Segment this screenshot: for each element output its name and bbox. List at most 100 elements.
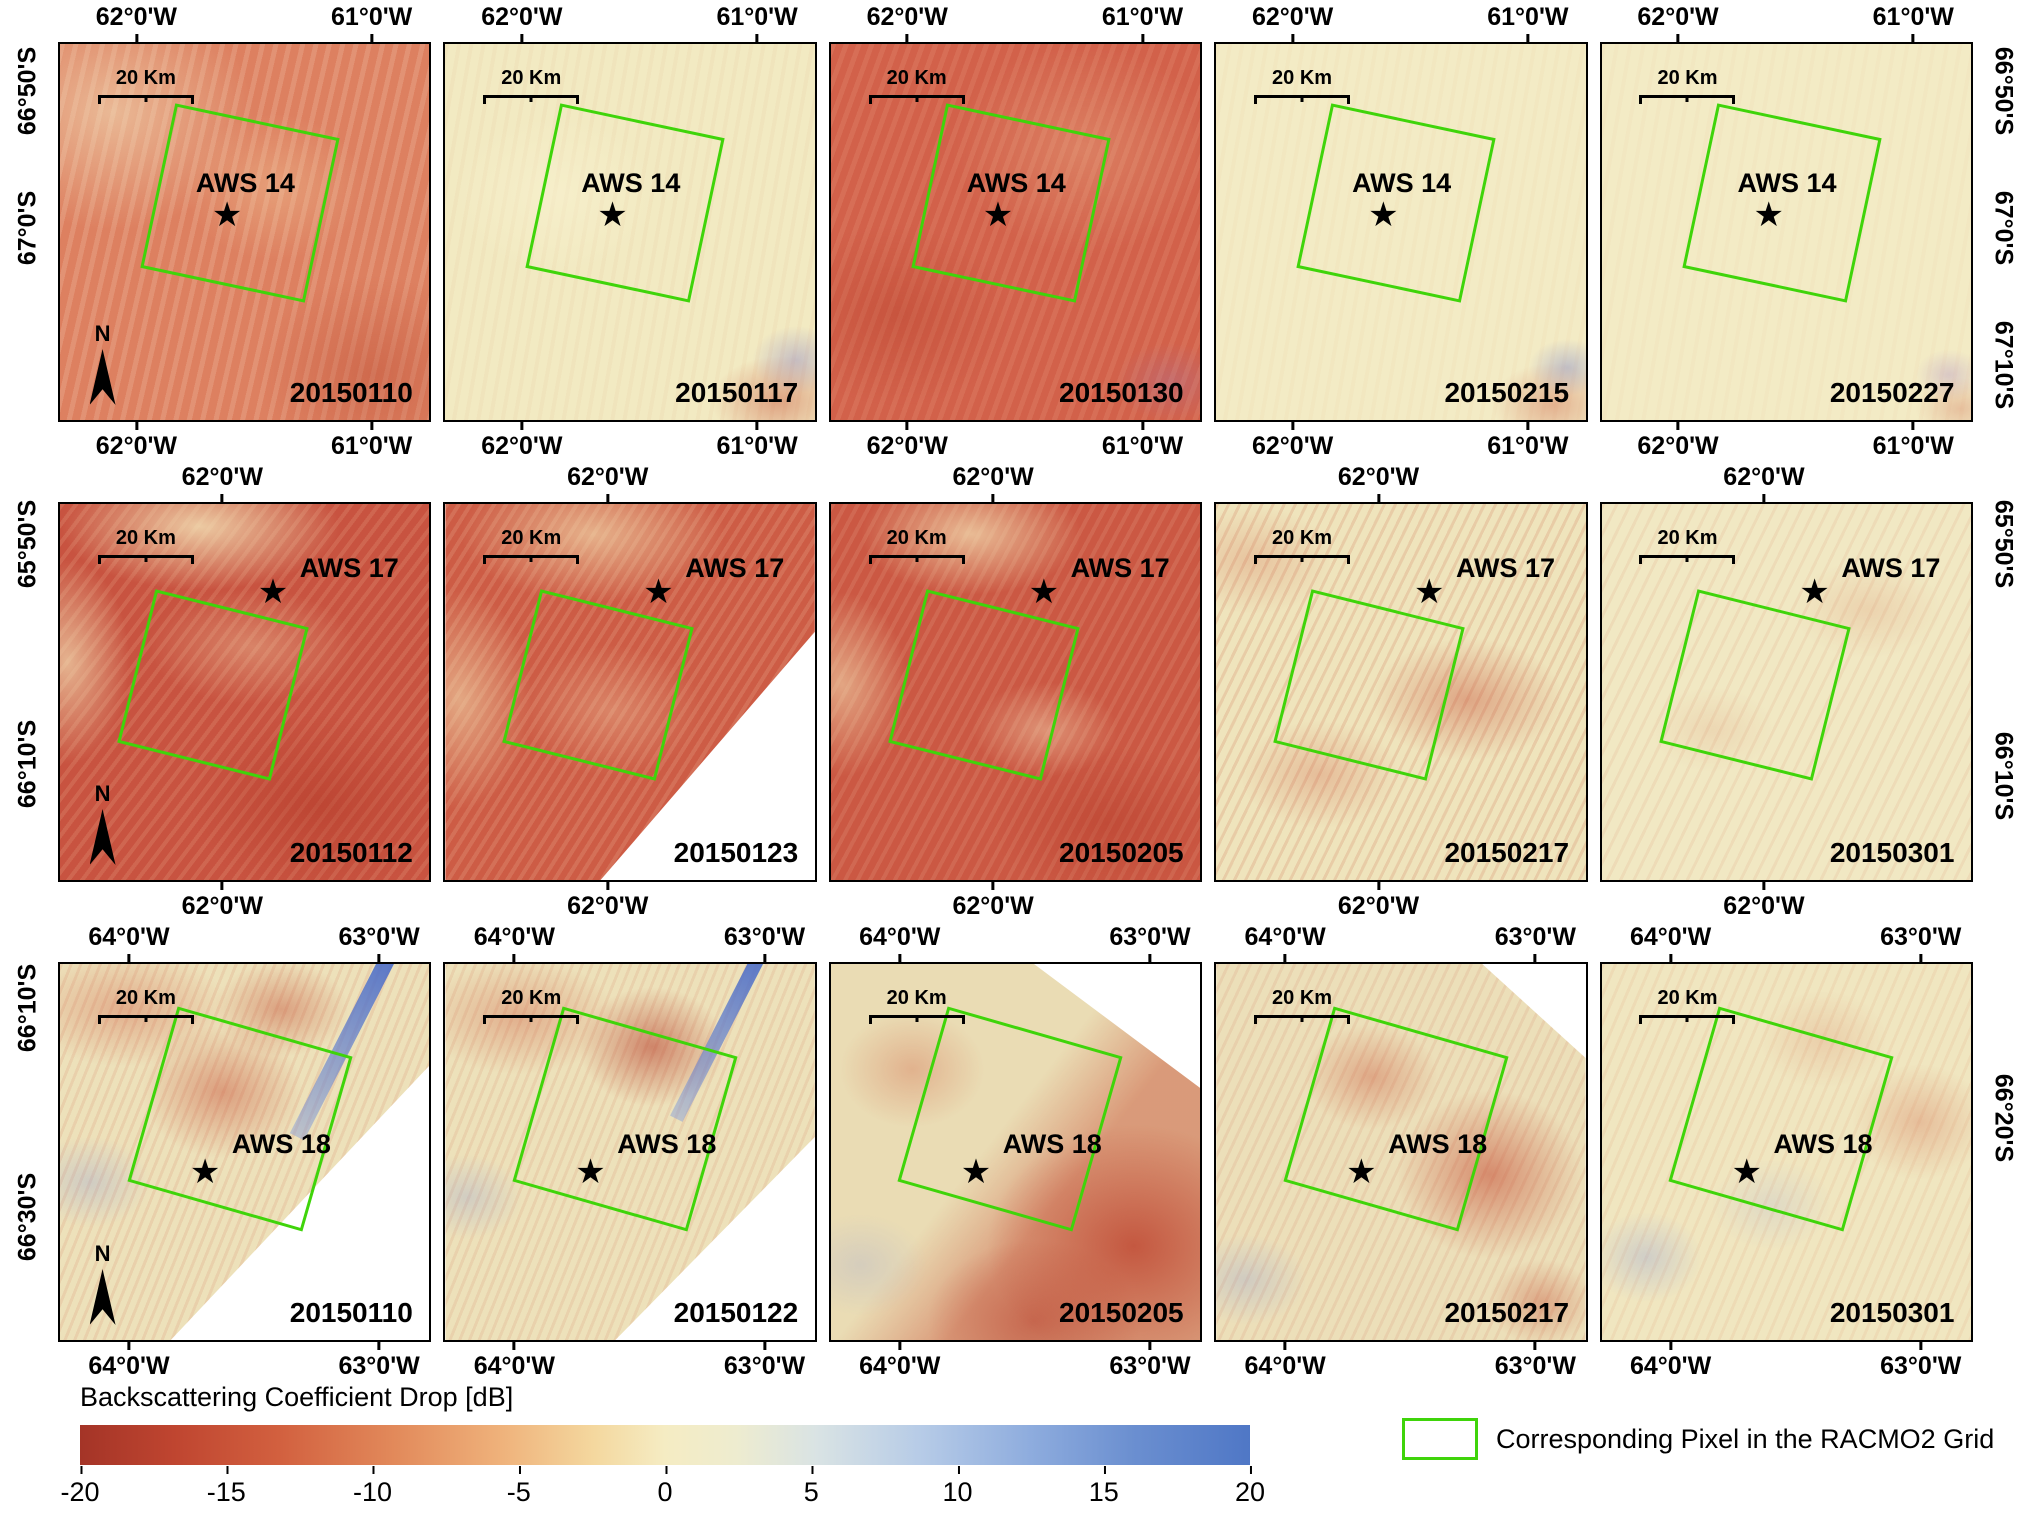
axis-tick <box>1919 1342 1923 1350</box>
scale-bar: 20 Km <box>1242 527 1362 564</box>
lon-text: 63°0'W <box>1494 1352 1576 1380</box>
lon-label: 62°0'W <box>952 465 1034 502</box>
axis-tick <box>1526 34 1530 42</box>
scale-label: 20 Km <box>1272 66 1333 89</box>
lon-text: 61°0'W <box>1101 3 1184 31</box>
lon-label: 63°0'W <box>724 925 805 962</box>
lon-text: 63°0'W <box>1494 923 1576 951</box>
axis-tick <box>755 34 759 42</box>
scale-line <box>1639 1014 1736 1024</box>
axis-tick <box>127 1342 131 1350</box>
lon-label: 61°0'W <box>716 422 798 460</box>
scale-line <box>483 94 580 104</box>
scale-line <box>483 1014 580 1024</box>
lon-axis-bottom: 64°0'W 63°0'W <box>829 1342 1202 1379</box>
lon-axis-bottom: 62°0'W <box>443 882 816 920</box>
lon-axis-bottom: 64°0'W 63°0'W <box>58 1342 431 1379</box>
lon-text: 61°0'W <box>716 3 798 31</box>
lon-label: 61°0'W <box>331 5 412 42</box>
lon-label: 61°0'W <box>1102 5 1183 42</box>
scale-bar: 20 Km <box>857 67 977 104</box>
aws-label: AWS 17 <box>299 552 399 583</box>
scale-bar: 20 Km <box>86 527 206 564</box>
lon-text: 63°0'W <box>338 923 420 951</box>
lon-label: 62°0'W <box>1338 465 1419 502</box>
date-stamp: 20150217 <box>1444 1296 1570 1328</box>
scale-line <box>97 94 194 104</box>
lon-label: 61°0'W <box>1487 5 1569 42</box>
map-panel: 64°0'W 63°0'W 20 Km AWS 18 ★ 20150122 64°… <box>443 925 817 1380</box>
axis-tick <box>1669 1342 1673 1350</box>
date-stamp: 20150122 <box>673 1296 799 1328</box>
axis-tick <box>1526 422 1530 430</box>
aws-star-icon: ★ <box>597 196 628 235</box>
lon-axis-bottom: 62°0'W <box>1214 882 1587 919</box>
lon-label: 62°0'W <box>1723 882 1805 919</box>
aws-marker: AWS 17 ★ <box>1412 553 1586 625</box>
axis-tick <box>1283 954 1287 962</box>
aws-marker: AWS 17 ★ <box>1027 553 1201 625</box>
aws-label: AWS 18 <box>231 1129 331 1160</box>
lon-text: 63°0'W <box>723 1352 806 1380</box>
north-arrow-icon <box>89 348 116 405</box>
date-stamp: 20150112 <box>289 836 413 868</box>
scale-label: 20 Km <box>886 986 947 1009</box>
lon-text: 62°0'W <box>181 463 263 491</box>
lon-label: 64°0'W <box>859 925 940 962</box>
map-canvas: 20 Km AWS 18 ★ 20150205 <box>828 962 1203 1342</box>
lon-label: 64°0'W <box>474 1342 555 1379</box>
axis-tick <box>1140 34 1144 42</box>
map-panel: 62°0'W 61°0'W 20 Km AWS 14 ★ 20150117 62°… <box>443 3 817 460</box>
axis-tick <box>220 494 224 502</box>
lon-label: 62°0'W <box>867 422 948 459</box>
scale-label: 20 Km <box>1657 526 1718 549</box>
map-canvas: 20 Km AWS 18 ★ N 20150110 <box>58 962 432 1342</box>
axis-tick <box>377 954 381 962</box>
lon-label: 63°0'W <box>1880 925 1961 962</box>
date-stamp: 20150117 <box>675 376 799 408</box>
scale-bar: 20 Km <box>1627 987 1747 1024</box>
scale-label: 20 Km <box>886 66 947 89</box>
lon-label: 64°0'W <box>474 925 555 962</box>
lon-axis-top: 62°0'W <box>443 465 816 502</box>
lat-label: 67°10'S <box>1989 320 2018 410</box>
satellite-backscatter-layer <box>1216 44 1586 420</box>
lon-text: 62°0'W <box>866 432 948 460</box>
north-arrow: N <box>89 781 116 865</box>
lon-text: 61°0'W <box>716 432 798 460</box>
map-canvas: 20 Km AWS 17 ★ 20150301 <box>1599 502 1974 882</box>
lat-label: 66°50'S <box>13 47 42 136</box>
north-label: N <box>94 320 111 346</box>
axis-tick <box>520 34 524 42</box>
satellite-backscatter-layer <box>1601 44 1972 420</box>
aws-label: AWS 14 <box>581 168 681 199</box>
aws-star-icon: ★ <box>189 1153 221 1192</box>
lon-label: 61°0'W <box>1102 422 1183 459</box>
aws-marker: AWS 18 ★ <box>182 1129 382 1201</box>
legend-box-icon <box>1402 1418 1478 1460</box>
colorbar: Backscattering Coefficient Drop [dB] -20… <box>60 1382 1265 1511</box>
lon-text: 62°0'W <box>567 892 649 920</box>
legend-label: Corresponding Pixel in the RACMO2 Grid <box>1496 1423 1995 1454</box>
aws-star-icon: ★ <box>1799 572 1830 611</box>
map-panel: 64°0'W 63°0'W 20 Km AWS 18 ★ 20150301 64°… <box>1599 925 1974 1379</box>
aws-star-icon: ★ <box>575 1153 606 1192</box>
aws-marker: AWS 14 ★ <box>1338 168 1538 240</box>
aws-marker: AWS 14 ★ <box>182 168 382 240</box>
scale-bar: 20 Km <box>471 527 591 564</box>
lon-label: 62°0'W <box>182 882 263 919</box>
lat-axis-right: 65°50'S 66°10'S <box>1975 500 2031 882</box>
aws-label: AWS 14 <box>966 168 1066 199</box>
map-panel: 62°0'W 20 Km AWS 17 ★ N 20150112 62°0'W <box>58 463 432 919</box>
lon-label: 64°0'W <box>1630 925 1711 962</box>
axis-tick <box>1762 882 1766 890</box>
lat-axis-left: 66°50'S 67°0'S <box>0 42 56 422</box>
map-canvas: 20 Km AWS 18 ★ 20150122 <box>443 962 817 1342</box>
scale-bar: 20 Km <box>1242 67 1362 104</box>
satellite-backscatter-layer <box>830 504 1201 880</box>
map-panel: 62°0'W 20 Km AWS 17 ★ 20150301 62°0'W <box>1599 465 1974 919</box>
lat-label: 67°0'S <box>1989 191 2018 266</box>
aws-label: AWS 17 <box>685 552 785 583</box>
lon-axis-bottom: 62°0'W 61°0'W <box>829 422 1202 459</box>
axis-tick <box>134 422 138 430</box>
